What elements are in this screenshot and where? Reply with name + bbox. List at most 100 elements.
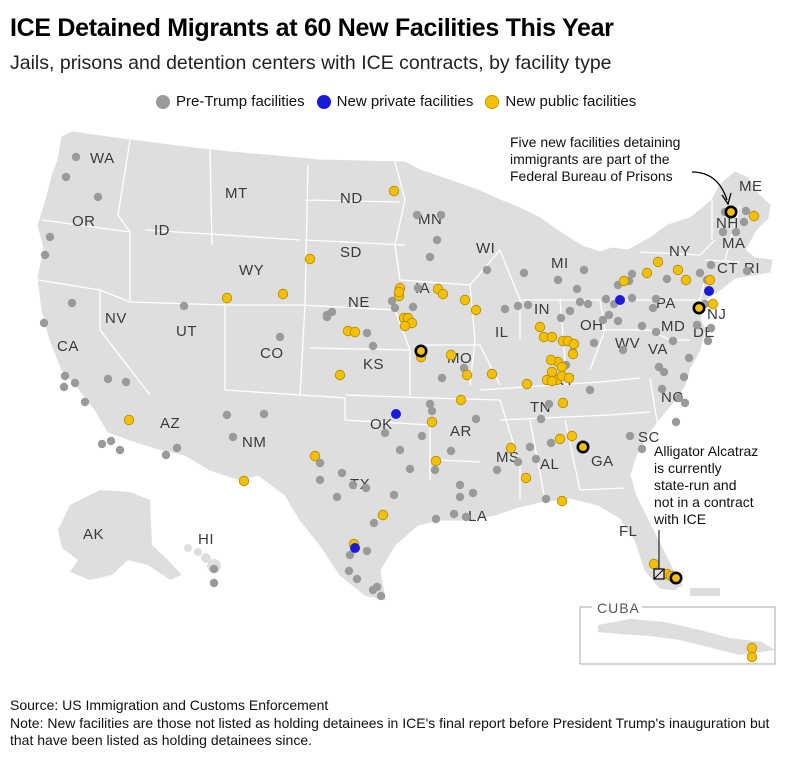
pre-trump-facility-marker	[121, 377, 131, 387]
pre-trump-facility-marker	[437, 373, 447, 383]
pre-trump-facility-marker	[739, 217, 749, 227]
footer: Source: US Immigration and Customs Enfor…	[10, 697, 795, 750]
state-label-ca: CA	[57, 338, 79, 355]
pre-trump-facility-marker	[427, 406, 437, 416]
pre-trump-facility-marker	[657, 384, 667, 394]
pre-trump-facility-marker	[651, 327, 661, 337]
pre-trump-facility-marker	[604, 310, 614, 320]
pre-trump-facility-marker	[684, 353, 694, 363]
pre-trump-facility-marker	[601, 294, 611, 304]
new-public-facility-marker	[470, 304, 482, 316]
pre-trump-facility-marker	[395, 445, 405, 455]
state-label-me: ME	[739, 178, 763, 195]
pre-trump-facility-marker	[352, 574, 362, 584]
pre-trump-facility-marker	[348, 480, 358, 490]
state-label-az: AZ	[160, 415, 180, 432]
annotation-bop-line-2: immigrants are part of the	[510, 151, 670, 167]
pre-trump-facility-marker	[651, 294, 661, 304]
new-public-facility-marker	[521, 378, 533, 390]
pre-trump-facility-marker	[706, 260, 716, 270]
pre-trump-facility-marker	[461, 512, 471, 522]
state-label-ct: CT	[717, 260, 738, 277]
new-public-facility-marker	[393, 286, 405, 298]
facility-markers	[39, 152, 760, 663]
pre-trump-facility-marker	[222, 410, 232, 420]
new-public-facility-marker	[746, 642, 758, 654]
pre-trump-facility-marker	[468, 488, 478, 498]
state-label-nv: NV	[105, 310, 127, 327]
pre-trump-facility-marker	[172, 443, 182, 453]
pre-trump-facility-marker	[565, 306, 575, 316]
pre-trump-facility-marker	[115, 445, 125, 455]
legend-dot-icon	[485, 94, 500, 109]
state-labels: WA OR CA NV ID MT WY UT AZ CO NM ND SD N…	[57, 150, 763, 548]
puerto-rico-shape	[690, 588, 720, 596]
pre-trump-facility-marker	[369, 518, 379, 528]
state-label-ok: OK	[370, 416, 393, 433]
state-label-il: IL	[495, 324, 509, 341]
pre-trump-facility-marker	[741, 206, 751, 216]
pre-trump-facility-marker	[598, 315, 608, 325]
pre-trump-facility-marker	[259, 409, 269, 419]
pre-trump-facility-marker	[482, 265, 492, 275]
pre-trump-facility-marker	[97, 439, 107, 449]
new-public-facility-marker	[707, 298, 719, 310]
legend-item-pre-trump: Pre-Trump facilities	[156, 93, 305, 110]
new-public-facility-marker	[349, 326, 361, 338]
pre-trump-facility-marker	[627, 269, 637, 279]
pre-trump-facility-marker	[589, 338, 599, 348]
federal-prison-facility-marker	[669, 571, 683, 585]
pre-trump-facility-marker	[408, 302, 418, 312]
us-map: CUBA WA OR CA NV ID MT WY UT AZ CO NM ND…	[0, 120, 799, 690]
federal-prison-facility-marker	[576, 440, 590, 454]
pre-trump-facility-marker	[471, 414, 481, 424]
new-public-facility-marker	[746, 651, 758, 663]
pre-trump-facility-marker	[376, 591, 386, 601]
pre-trump-facility-marker	[345, 550, 355, 560]
pre-trump-facility-marker	[103, 374, 113, 384]
pre-trump-facility-marker	[706, 323, 716, 333]
pre-trump-facility-marker	[618, 345, 628, 355]
pre-trump-facility-marker	[446, 446, 456, 456]
pre-trump-facility-marker	[492, 465, 502, 475]
pre-trump-facility-marker	[315, 475, 325, 485]
pre-trump-facility-marker	[500, 304, 510, 314]
pre-trump-facility-marker	[362, 328, 372, 338]
pre-trump-facility-marker	[449, 509, 459, 519]
new-private-facility-marker	[391, 409, 401, 419]
annotation-alcatraz-line-4: not in a contract	[654, 494, 754, 510]
pre-trump-facility-marker	[39, 318, 49, 328]
state-label-pa: PA	[656, 295, 676, 312]
state-label-wa: WA	[90, 150, 115, 167]
new-public-facility-marker	[534, 321, 546, 333]
new-public-facility-marker	[556, 495, 568, 507]
state-label-ms: MS	[496, 449, 520, 466]
new-public-facility-marker	[546, 375, 558, 387]
annotation-bop-line-3: Federal Bureau of Prisons	[510, 168, 673, 184]
pre-trump-facility-marker	[432, 235, 442, 245]
pre-trump-facility-marker	[572, 284, 582, 294]
pre-trump-facility-marker	[546, 438, 556, 448]
pre-trump-facility-marker	[315, 458, 325, 468]
new-public-facility-marker	[618, 275, 630, 287]
state-label-in: IN	[534, 301, 550, 318]
new-public-facility-marker	[556, 361, 568, 373]
pre-trump-facility-marker	[405, 464, 415, 474]
new-public-facility-marker	[221, 292, 233, 304]
pre-trump-facility-marker	[541, 494, 551, 504]
new-public-facility-marker	[334, 369, 346, 381]
pre-trump-facility-marker	[413, 283, 423, 293]
pre-trump-facility-marker	[519, 268, 529, 278]
inset-frame	[579, 606, 776, 665]
new-public-facility-marker	[566, 430, 578, 442]
pre-trump-facility-marker	[389, 490, 399, 500]
pre-trump-facility-marker	[531, 454, 541, 464]
state-label-wi: WI	[476, 240, 495, 257]
state-label-hi: HI	[198, 531, 214, 548]
pre-trump-facility-marker	[412, 210, 422, 220]
pre-trump-facility-marker	[368, 341, 378, 351]
pre-trump-facility-marker	[67, 298, 77, 308]
pre-trump-facility-marker	[680, 398, 690, 408]
pre-trump-facility-marker	[579, 265, 589, 275]
state-label-mi: MI	[551, 255, 569, 272]
